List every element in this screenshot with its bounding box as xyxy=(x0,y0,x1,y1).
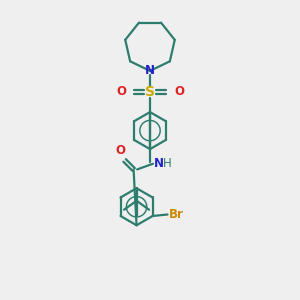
Text: Br: Br xyxy=(169,208,184,221)
Text: S: S xyxy=(145,85,155,99)
Text: N: N xyxy=(145,64,155,77)
Text: O: O xyxy=(174,85,184,98)
Text: O: O xyxy=(116,85,126,98)
Text: O: O xyxy=(116,144,126,157)
Text: H: H xyxy=(163,157,171,170)
Text: N: N xyxy=(154,157,164,170)
